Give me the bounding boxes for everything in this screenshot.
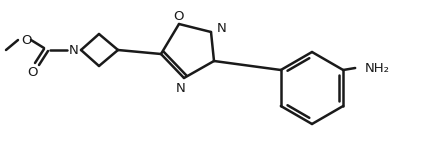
Text: N: N	[176, 82, 186, 94]
Text: NH₂: NH₂	[365, 61, 390, 75]
Text: O: O	[174, 10, 184, 22]
Text: O: O	[27, 65, 37, 79]
Text: N: N	[69, 43, 79, 57]
Text: N: N	[217, 21, 227, 35]
Text: O: O	[21, 34, 31, 46]
